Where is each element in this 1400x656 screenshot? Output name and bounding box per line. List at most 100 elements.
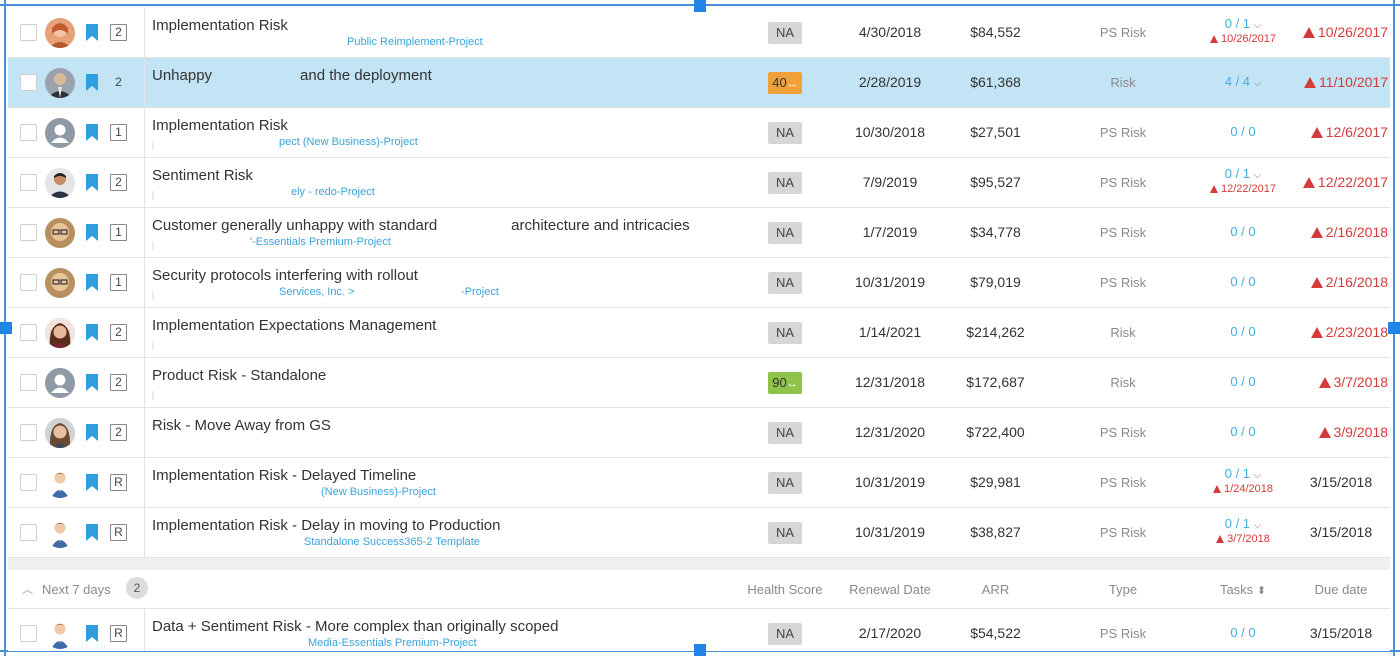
row-checkbox[interactable] [20,324,37,341]
tasks-count[interactable]: 0 / 0 [1230,274,1256,289]
tasks-count[interactable]: 0 / 0 [1230,224,1256,239]
arr-value: $54,522 [970,625,1021,641]
chevron-down-icon[interactable]: ⌵ [1253,470,1262,481]
row-title[interactable]: Customer generally unhappy with standard… [152,217,690,234]
column-header-due[interactable]: Due date [1314,582,1368,597]
chevron-down-icon[interactable]: ⌵ [1253,20,1262,31]
tasks-count[interactable]: 0 / 1 ⌵ 10/26/2017 [1198,16,1288,45]
project-link[interactable]: Standalone Success365-2 Template [304,536,480,548]
due-date-text: 12/6/2017 [1325,124,1388,140]
project-link[interactable]: Services, Inc. > [279,286,355,298]
row-title[interactable]: Implementation Risk - Delayed Timeline [152,467,417,484]
project-link[interactable]: (New Business)-Project [321,486,436,498]
resize-handle[interactable] [1388,322,1400,334]
table-row[interactable]: 2 Implementation Expectations Management… [8,308,1390,358]
table-row[interactable]: 2 Implementation Risk Public Reimplement… [8,8,1390,58]
tasks-count[interactable]: 0 / 0 [1230,124,1256,139]
sort-icon[interactable]: ⬍ [1256,585,1267,597]
due-date: 3/7/2018 [1292,374,1388,390]
group-label[interactable]: Next 7 days [42,582,111,597]
table-row[interactable]: 1 Security protocols interfering with ro… [8,258,1390,308]
project-link[interactable]: '-Essentials Premium-Project [250,236,391,248]
tasks-count[interactable]: 0 / 1 ⌵ 1/24/2018 [1198,466,1288,495]
health-score: NA [768,122,802,144]
project-link[interactable]: Public Reimplement-Project [347,36,483,48]
chevron-down-icon[interactable]: ⌵ [1253,520,1262,531]
row-title[interactable]: Product Risk - Standalone [152,367,327,384]
column-divider [144,508,145,557]
health-score-value: 40 [772,75,787,90]
column-header-health[interactable]: Health Score [747,582,823,597]
column-header-arr[interactable]: ARR [981,582,1010,597]
resize-handle[interactable] [694,644,706,656]
table-row[interactable]: 2 Risk - Move Away from GS NA 12/31/2020… [8,408,1390,458]
row-checkbox[interactable] [20,74,37,91]
tasks-count[interactable]: 0 / 0 [1230,374,1256,389]
bookmark-icon[interactable] [86,625,98,642]
chevron-up-icon[interactable]: ︿ [22,584,33,596]
row-title[interactable]: Implementation Risk [152,17,288,34]
chevron-down-icon[interactable]: ⌵ [1253,78,1262,89]
column-header-tasks[interactable]: Tasks ⬍ [1198,582,1288,597]
row-title[interactable]: Data + Sentiment Risk - More complex tha… [152,618,559,635]
tasks-count[interactable]: 0 / 1 ⌵ 12/22/2017 [1198,166,1288,195]
row-checkbox[interactable] [20,625,37,642]
tasks-count[interactable]: 0 / 0 [1230,324,1256,339]
due-date-text: 12/22/2017 [1317,174,1388,190]
priority-badge: R [110,625,127,642]
row-checkbox[interactable] [20,424,37,441]
row-title[interactable]: Implementation Expectations Management [152,317,437,334]
bookmark-icon[interactable] [86,74,98,91]
column-divider [144,609,145,651]
row-checkbox[interactable] [20,224,37,241]
row-checkbox[interactable] [20,474,37,491]
group-header[interactable]: ︿ Next 7 days 2 Health Score Renewal Dat… [8,570,1390,609]
tasks-count[interactable]: 0 / 0 [1230,424,1256,439]
table-row[interactable]: R Implementation Risk - Delay in moving … [8,508,1390,558]
priority-badge: 2 [110,374,127,391]
priority-badge: 2 [110,324,127,341]
chevron-down-icon[interactable]: ⌵ [1253,170,1262,181]
bookmark-icon[interactable] [86,324,98,341]
row-checkbox[interactable] [20,24,37,41]
bookmark-icon[interactable] [86,524,98,541]
resize-handle[interactable] [694,0,706,12]
trend-arrow-icon: ↔ [786,378,798,390]
table-row[interactable]: 1 Customer generally unhappy with standa… [8,208,1390,258]
row-checkbox[interactable] [20,274,37,291]
row-title[interactable]: Implementation Risk [152,117,288,134]
row-title[interactable]: Unhappy and the deployment [152,67,432,84]
project-link[interactable]: Media-Essentials Premium-Project [308,637,477,649]
tasks-count[interactable]: 0 / 1 ⌵ 3/7/2018 [1198,516,1288,545]
row-title[interactable]: Security protocols interfering with roll… [152,267,418,284]
row-title[interactable]: Sentiment Risk [152,167,253,184]
project-link[interactable]: pect (New Business)-Project [279,136,418,148]
column-header-type[interactable]: Type [1108,582,1138,597]
table-row[interactable]: 1 Implementation Risk pect (New Business… [8,108,1390,158]
bookmark-icon[interactable] [86,474,98,491]
table-row[interactable]: 2 Unhappy and the deployment 40↔ 2/28/201… [8,58,1390,108]
column-header-renewal[interactable]: Renewal Date [849,582,931,597]
row-checkbox[interactable] [20,374,37,391]
bookmark-icon[interactable] [86,274,98,291]
project-link[interactable]: ely - redo-Project [291,186,375,198]
row-title[interactable]: Risk - Move Away from GS [152,417,331,434]
bookmark-icon[interactable] [86,124,98,141]
bookmark-icon[interactable] [86,24,98,41]
bookmark-icon[interactable] [86,424,98,441]
resize-handle[interactable] [0,322,12,334]
row-checkbox[interactable] [20,174,37,191]
table-row[interactable]: R Implementation Risk - Delayed Timeline… [8,458,1390,508]
row-title-part: and the deployment [300,67,432,84]
bookmark-icon[interactable] [86,174,98,191]
row-checkbox[interactable] [20,524,37,541]
tasks-count[interactable]: 0 / 0 [1230,625,1256,640]
tasks-count[interactable]: 4 / 4 ⌵ [1198,74,1288,89]
row-checkbox[interactable] [20,124,37,141]
bookmark-icon[interactable] [86,374,98,391]
table-row[interactable]: 2 Sentiment Risk ely - redo-Project NA 7… [8,158,1390,208]
project-link[interactable]: -Project [461,286,499,298]
row-title[interactable]: Implementation Risk - Delay in moving to… [152,517,501,534]
bookmark-icon[interactable] [86,224,98,241]
table-row[interactable]: 2 Product Risk - Standalone 90↔ 12/31/20… [8,358,1390,408]
